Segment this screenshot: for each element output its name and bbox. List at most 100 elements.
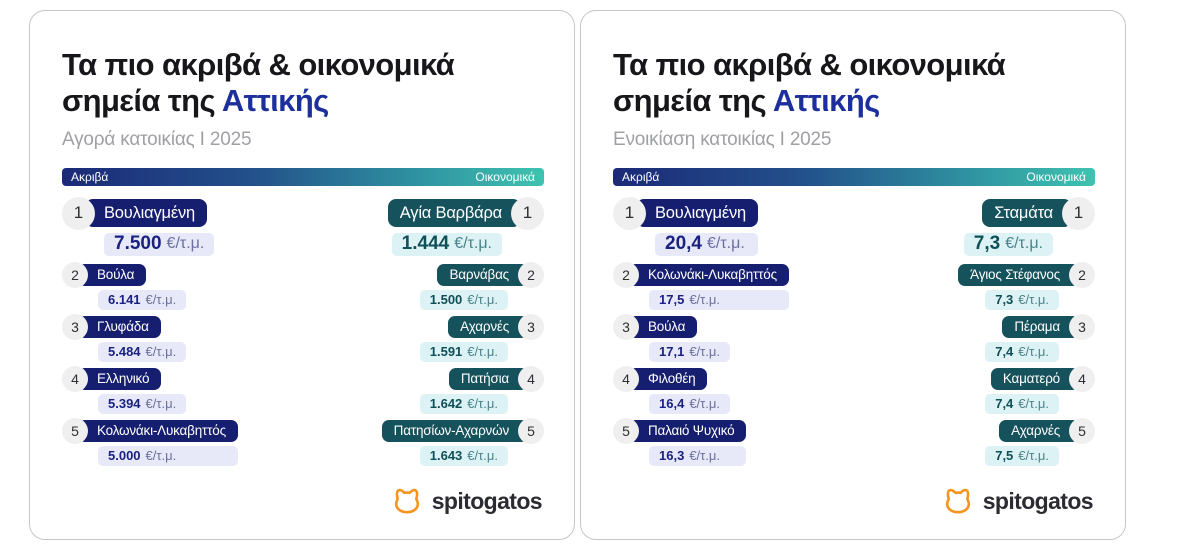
rank-item: 5 Κολωνάκι-Λυκαβηττός 5.000 €/τ.μ. <box>62 417 238 466</box>
price-unit: €/τ.μ. <box>145 448 177 464</box>
rank-badge: 2 <box>613 261 639 288</box>
price-unit: €/τ.μ. <box>689 344 721 360</box>
scale-label-economical: Οικονομικά <box>1026 169 1086 184</box>
cat-icon <box>394 488 419 514</box>
ranking-columns: 1 Βουλιαγμένη 7.500 €/τ.μ. 2 Βούλα 6.141 €… <box>62 196 544 470</box>
price-tag: 1.643 €/τ.μ. <box>419 445 508 466</box>
price-tag: 7,3 €/τ.μ. <box>963 232 1053 256</box>
price-tag: 17,1 €/τ.μ. <box>649 341 731 362</box>
price-unit: €/τ.μ. <box>145 344 177 360</box>
price-unit: €/τ.μ. <box>467 292 498 308</box>
rank-badge: 5 <box>1069 417 1095 444</box>
page-title: Τα πιο ακριβά & οικονομικά σημεία της Ατ… <box>62 47 544 120</box>
economical-column: 1 Σταμάτα 7,3 €/τ.μ. 2 Άγιος Στέφανος 7,3… <box>958 196 1095 470</box>
price-unit: €/τ.μ. <box>689 292 721 308</box>
area-name-pill: Βούλα <box>78 263 147 286</box>
title-accent-region: Αττικής <box>772 83 880 119</box>
rank-item: 4 Καματερό 7,4 €/τ.μ. <box>985 365 1095 414</box>
price-value: 5.000 <box>108 448 141 464</box>
page-title: Τα πιο ακριβά & οικονομικά σημεία της Ατ… <box>613 47 1095 120</box>
price-unit: €/τ.μ. <box>467 448 498 464</box>
price-value: 17,5 <box>659 292 685 308</box>
title-line2: σημεία της <box>62 83 222 119</box>
ranking-columns: 1 Βουλιαγμένη 20,4 €/τ.μ. 2 Κολωνάκι-Λυκα… <box>613 196 1095 470</box>
price-unit: €/τ.μ. <box>1005 235 1043 253</box>
price-value: 1.444 <box>401 233 450 255</box>
price-unit: €/τ.μ. <box>1018 396 1049 412</box>
rank-badge: 5 <box>613 417 639 444</box>
expensive-column: 1 Βουλιαγμένη 20,4 €/τ.μ. 2 Κολωνάκι-Λυκα… <box>613 196 789 470</box>
price-unit: €/τ.μ. <box>454 235 492 253</box>
price-unit: €/τ.μ. <box>706 235 745 253</box>
economical-column: 1 Αγία Βαρβάρα 1.444 €/τ.μ. 2 Βαρνάβας 1.… <box>381 196 544 470</box>
area-name-pill: Καματερό <box>990 367 1079 390</box>
rank-item: 5 Πατησίων-Αχαρνών 1.643 €/τ.μ. <box>381 417 544 466</box>
rank-item: 3 Πέραμα 7,4 €/τ.μ. <box>985 313 1095 362</box>
price-scale-gradient-bar: Ακριβά Οικονομικά <box>62 167 544 186</box>
area-name-pill: Κολωνάκι-Λυκαβηττός <box>629 263 789 286</box>
price-tag: 6.141 €/τ.μ. <box>98 289 187 310</box>
price-unit: €/τ.μ. <box>689 448 721 464</box>
area-name-pill: Αχαρνές <box>448 315 528 338</box>
area-name-pill: Βούλα <box>629 315 698 338</box>
price-tag: 1.500 €/τ.μ. <box>419 289 508 310</box>
price-tag: 7,3 €/τ.μ. <box>985 289 1059 310</box>
price-tag: 16,4 €/τ.μ. <box>649 393 731 414</box>
price-unit: €/τ.μ. <box>1018 344 1049 360</box>
area-name-pill: Βουλιαγμένη <box>636 199 758 228</box>
price-tag: 17,5 €/τ.μ. <box>649 289 789 310</box>
logo-text: spitogatos <box>431 487 543 514</box>
price-unit: €/τ.μ. <box>1018 292 1049 308</box>
infographic-card-rental: Τα πιο ακριβά & οικονομικά σημεία της Ατ… <box>580 10 1126 540</box>
rank-item: 3 Αχαρνές 1.591 €/τ.μ. <box>419 313 544 362</box>
price-tag: 7,5 €/τ.μ. <box>985 445 1059 466</box>
rank-item: 1 Βουλιαγμένη 20,4 €/τ.μ. <box>613 196 758 256</box>
scale-label-economical: Οικονομικά <box>475 169 535 184</box>
area-name-pill: Πατήσια <box>448 367 528 390</box>
rank-badge: 1 <box>62 196 95 230</box>
rank-badge: 4 <box>613 365 639 392</box>
title-line2: σημεία της <box>613 83 773 119</box>
area-name-pill: Πατησίων-Αχαρνών <box>381 419 528 442</box>
area-name-pill: Κολωνάκι-Λυκαβηττός <box>78 419 238 442</box>
price-unit: €/τ.μ. <box>689 396 721 412</box>
rank-item: 2 Βούλα 6.141 €/τ.μ. <box>62 261 187 310</box>
area-name-pill: Γλυφάδα <box>78 315 161 338</box>
area-name-pill: Φιλοθέη <box>629 367 708 390</box>
price-tag: 1.591 €/τ.μ. <box>419 341 508 362</box>
price-tag: 20,4 €/τ.μ. <box>655 232 758 256</box>
rank-item: 3 Βούλα 17,1 €/τ.μ. <box>613 313 731 362</box>
price-value: 16,4 <box>659 396 685 412</box>
rank-badge: 2 <box>1069 261 1095 288</box>
area-name-pill: Αχαρνές <box>999 419 1079 442</box>
price-tag: 1.642 €/τ.μ. <box>419 393 508 414</box>
rank-item: 1 Αγία Βαρβάρα 1.444 €/τ.μ. <box>387 196 544 256</box>
rank-item: 5 Αχαρνές 7,5 €/τ.μ. <box>985 417 1095 466</box>
price-tag: 7.500 €/τ.μ. <box>104 232 215 256</box>
price-value: 5.394 <box>108 396 141 412</box>
rank-badge: 1 <box>613 196 646 230</box>
expensive-column: 1 Βουλιαγμένη 7.500 €/τ.μ. 2 Βούλα 6.141 €… <box>62 196 238 470</box>
price-tag: 5.394 €/τ.μ. <box>98 393 187 414</box>
price-unit: €/τ.μ. <box>467 396 498 412</box>
area-name-pill: Ελληνικό <box>78 367 162 390</box>
title-accent-region: Αττικής <box>221 83 329 119</box>
price-tag: 16,3 €/τ.μ. <box>649 445 747 466</box>
title-line1: Τα πιο ακριβά & οικονομικά <box>613 47 1006 82</box>
cat-icon <box>945 488 970 514</box>
area-name-pill: Βουλιαγμένη <box>85 199 207 228</box>
price-unit: €/τ.μ. <box>145 396 177 412</box>
rank-badge: 3 <box>518 313 544 340</box>
area-name-pill: Άγιος Στέφανος <box>958 263 1079 286</box>
rank-badge: 4 <box>62 365 88 392</box>
price-value: 20,4 <box>665 233 702 255</box>
price-value: 7,3 <box>995 292 1014 308</box>
rank-item: 1 Βουλιαγμένη 7.500 €/τ.μ. <box>62 196 215 256</box>
price-unit: €/τ.μ. <box>1018 448 1049 464</box>
price-value: 6.141 <box>108 292 141 308</box>
price-value: 1.500 <box>429 292 463 308</box>
scale-label-expensive: Ακριβά <box>622 169 660 184</box>
price-unit: €/τ.μ. <box>166 235 205 253</box>
infographic-card-purchase: Τα πιο ακριβά & οικονομικά σημεία της Ατ… <box>29 10 575 540</box>
rank-badge: 4 <box>1069 365 1095 392</box>
